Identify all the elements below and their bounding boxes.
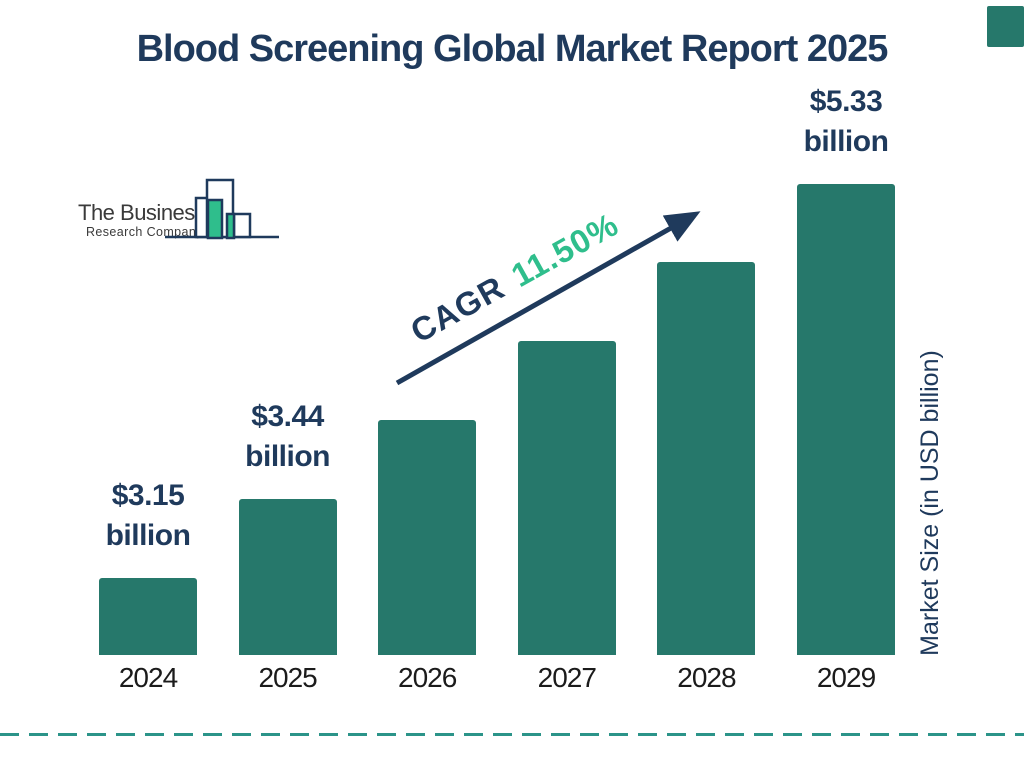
x-tick-2025: 2025: [258, 662, 317, 693]
x-tick-2028: 2028: [677, 662, 736, 693]
company-logo: The Business Research Company: [60, 170, 290, 248]
bar-2027: [517, 341, 616, 655]
corner-accent-square: [987, 6, 1024, 47]
x-tick-2029: 2029: [816, 662, 876, 693]
value-label-amount: $5.33: [809, 85, 883, 118]
value-label-amount: $3.15: [111, 479, 185, 512]
y-axis-label: Market Size (in USD billion): [916, 350, 944, 656]
bottom-dashed-divider: [0, 733, 1024, 736]
logo-bar-chart-icon: [165, 178, 279, 240]
value-label-unit: billion: [105, 519, 191, 552]
value-label-2024: $3.15 billion: [38, 476, 258, 556]
page-title: Blood Screening Global Market Report 202…: [136, 28, 889, 70]
logo-text-line1: The Business: [78, 200, 206, 225]
bar-2024: [99, 578, 197, 655]
bar-2029: [797, 184, 895, 655]
bar-2026: [378, 420, 477, 655]
value-label-amount: $3.44: [251, 400, 324, 433]
cagr-value: 11.50%: [505, 205, 625, 294]
value-label-2029: $5.33 billion: [736, 82, 956, 162]
x-tick-2027: 2027: [537, 662, 597, 693]
value-label-unit: billion: [245, 440, 330, 473]
bar-2028: [657, 262, 756, 655]
cagr-annotation: CAGR11.50%: [404, 204, 626, 351]
bar-2025: [238, 499, 337, 655]
cagr-label: CAGR: [404, 268, 511, 350]
value-label-2025: $3.44 billion: [178, 397, 398, 477]
x-tick-2024: 2024: [118, 662, 178, 693]
value-label-unit: billion: [803, 125, 889, 158]
x-tick-2026: 2026: [398, 662, 457, 693]
logo-text-line2: Research Company: [86, 225, 203, 239]
